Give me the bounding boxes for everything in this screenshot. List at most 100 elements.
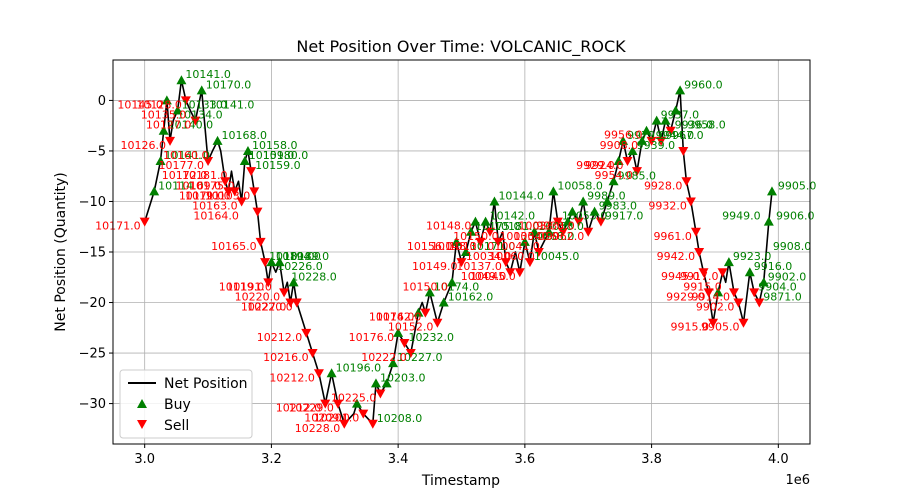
buy-marker — [763, 216, 774, 226]
buy-marker — [758, 277, 769, 287]
buy-price-label: 9906.0 — [776, 210, 815, 223]
sell-price-label: 9945.0 — [661, 270, 700, 283]
sell-price-label: 10137.0 — [449, 240, 495, 253]
buy-marker — [519, 236, 530, 246]
sell-marker — [279, 288, 290, 298]
sell-price-label: 10212.0 — [257, 331, 303, 344]
sell-price-label: 10220.0 — [235, 290, 281, 303]
buy-marker — [529, 226, 540, 236]
sell-marker — [708, 318, 719, 328]
buy-price-label: 9936.0 — [675, 119, 714, 132]
sell-price-label: 10126.0 — [121, 139, 167, 152]
sell-price-label: 10135.0 — [141, 109, 187, 122]
sell-marker — [728, 288, 739, 298]
sell-price-label: 10222.0 — [361, 351, 407, 364]
sell-marker — [285, 298, 296, 308]
buy-marker — [567, 206, 578, 216]
buy-marker — [451, 236, 462, 246]
y-tick-label: −15 — [79, 246, 106, 261]
buy-marker — [675, 85, 686, 95]
sell-marker — [698, 268, 709, 278]
sell-price-label: 10148.0 — [426, 220, 472, 233]
sell-price-label: 10216.0 — [263, 351, 309, 364]
sell-marker — [223, 187, 234, 197]
buy-price-label: 9979.0 — [627, 129, 666, 142]
sell-price-label: 10228.0 — [295, 422, 341, 435]
sell-price-label: 10181.0 — [182, 169, 228, 182]
buy-price-label: 9916.0 — [754, 260, 793, 273]
buy-marker — [548, 186, 559, 196]
x-axis-offset-label: 1e6 — [785, 473, 810, 488]
sell-marker — [678, 146, 689, 156]
buy-price-label: 9967.0 — [665, 129, 704, 142]
buy-marker — [466, 226, 477, 236]
sell-price-label: 10103.0 — [205, 189, 251, 202]
y-tick-label: −20 — [79, 296, 106, 311]
sell-marker — [500, 258, 511, 268]
sell-price-label: 9908.0 — [600, 139, 639, 152]
sell-marker — [339, 419, 350, 429]
y-tick-label: 0 — [98, 94, 106, 109]
buy-marker — [766, 186, 777, 196]
sell-price-label: 10201.0 — [314, 412, 360, 425]
sell-price-label: 10191.0 — [185, 189, 231, 202]
sell-price-label: 10127.0 — [146, 119, 192, 132]
sell-price-label: 9962.0 — [546, 230, 585, 243]
sell-price-label: 9905.0 — [701, 321, 740, 334]
sell-price-label: 9902.0 — [696, 301, 735, 314]
sell-price-label: 10162.0 — [376, 311, 422, 324]
sell-price-label: 9928.0 — [644, 179, 683, 192]
buy-marker — [393, 327, 404, 337]
buy-marker — [618, 135, 629, 145]
buy-price-label: 10180.0 — [263, 149, 309, 162]
buy-price-label: 9871.0 — [763, 291, 802, 304]
buy-marker — [602, 196, 613, 206]
buy-marker — [196, 85, 207, 95]
sell-price-label: 9956.0 — [604, 129, 643, 142]
sell-marker — [703, 288, 714, 298]
buy-price-label: 10174.0 — [434, 280, 480, 293]
sell-marker — [252, 207, 263, 217]
buy-marker — [161, 95, 172, 105]
sell-marker — [255, 237, 266, 247]
buy-price-label: 10196.0 — [336, 361, 382, 374]
sell-price-label: 10165.0 — [211, 240, 257, 253]
sell-price-label: 10041.0 — [494, 240, 540, 253]
sell-marker — [358, 409, 369, 419]
buy-price-label: 10168.0 — [222, 129, 267, 142]
buy-marker — [562, 216, 573, 226]
buy-price-label: 9960.0 — [684, 78, 723, 91]
sell-price-label: 10212.0 — [276, 402, 322, 415]
sell-marker — [203, 157, 214, 167]
y-tick-label: −30 — [79, 397, 106, 412]
sell-price-label: 10164.0 — [193, 210, 239, 223]
buy-price-label: 9917.0 — [605, 210, 644, 223]
sell-marker — [583, 227, 594, 237]
buy-price-label: 10114.0 — [158, 179, 204, 192]
sell-price-label: 10229.0 — [288, 402, 334, 415]
sell-marker — [595, 217, 606, 227]
buy-price-label: 9905.0 — [778, 179, 817, 192]
buy-price-label: 9904.0 — [758, 280, 797, 293]
sell-marker — [263, 278, 274, 288]
buy-marker — [608, 176, 619, 186]
buy-marker — [660, 115, 671, 125]
sell-price-label: 10171.0 — [95, 220, 141, 233]
buy-marker — [670, 105, 681, 115]
sell-marker — [646, 136, 657, 146]
buy-marker — [155, 156, 166, 166]
buy-price-label: 9983.0 — [599, 200, 638, 213]
sell-price-label: 9924.0 — [585, 159, 624, 172]
sell-price-label: 10177.0 — [159, 159, 205, 172]
sell-marker — [475, 237, 486, 247]
sell-marker — [420, 308, 431, 318]
sell-price-label: 10175.0 — [189, 179, 235, 192]
buy-marker — [438, 297, 449, 307]
sell-marker — [375, 389, 386, 399]
legend-label-buy: Buy — [164, 397, 191, 413]
sell-marker — [332, 399, 343, 409]
sell-marker — [493, 237, 504, 247]
buy-marker — [651, 115, 662, 125]
legend-label-sell: Sell — [164, 418, 189, 434]
